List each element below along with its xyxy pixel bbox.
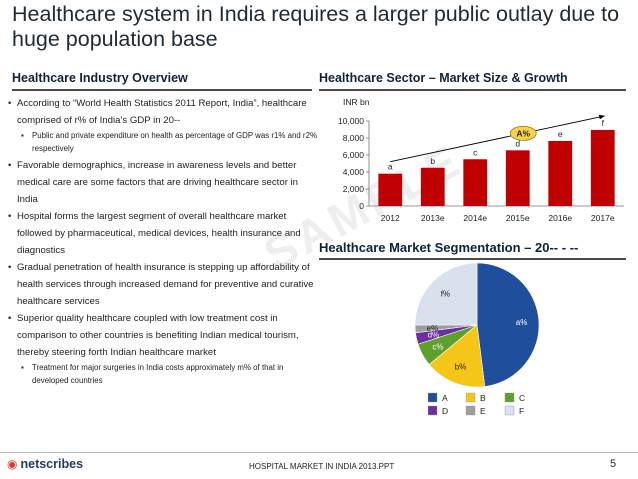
x-tick-label: 2015e [506, 213, 530, 223]
pie-slice-A [476, 262, 540, 387]
legend-label: A [442, 393, 448, 403]
sub-bullet-item: Public and private expenditure on health… [8, 130, 318, 155]
bar-data-label: f [602, 118, 605, 128]
y-axis-unit-label: INR bn [343, 97, 370, 107]
bullet-item: Gradual penetration of health insurance … [8, 259, 318, 310]
y-tick-label: 10,000 [338, 116, 364, 126]
pie-chart-heading: Healthcare Market Segmentation – 20-- - … [319, 238, 626, 260]
legend-label: E [480, 406, 486, 416]
logo-text: netscribes [20, 457, 84, 471]
x-tick-label: 2014e [463, 213, 487, 223]
legend-label: F [519, 406, 524, 416]
legend-swatch-C [504, 392, 515, 403]
growth-arrow-line [390, 115, 605, 163]
legend-swatch-B [465, 392, 476, 403]
x-tick-label: 2013e [421, 213, 445, 223]
pie-legend: A B C D E F [428, 392, 525, 416]
bar-data-label: c [473, 147, 478, 157]
y-tick-label: 4,000 [343, 167, 365, 177]
bar-data-label: e [558, 129, 563, 139]
bullet-item: Superior quality healthcare coupled with… [8, 310, 318, 361]
bullet-item: Hospital forms the largest segment of ov… [8, 208, 318, 259]
bar-2016e [548, 140, 573, 206]
market-segmentation-pie-chart: a% b% c% d%e% f% [414, 262, 540, 388]
y-tick-label: 8,000 [343, 133, 365, 143]
x-tick-label: 2012 [381, 213, 400, 223]
y-tick-label: 0 [359, 201, 364, 211]
cagr-label: A% [516, 128, 530, 138]
market-size-bar-chart: INR bn 0 2,000 4,000 6,000 8,000 10,000 a b c d e… [338, 97, 624, 223]
y-tick-label: 2,000 [343, 184, 365, 194]
slide-title: Healthcare system in India requires a la… [12, 2, 620, 51]
pie-slice-label: e% [427, 324, 439, 333]
netscribes-logo: ◉ netscribes [7, 457, 83, 471]
sub-bullet-item: Treatment for major surgeries in India c… [8, 362, 318, 387]
pie-slice-B [428, 324, 486, 388]
legend-swatch-E [465, 405, 476, 416]
x-tick-label: 2016e [548, 213, 572, 223]
legend-swatch-A [428, 392, 438, 403]
pie-slice-label: a% [516, 318, 528, 327]
legend-swatch-F [504, 405, 515, 416]
pie-slice-F [414, 262, 478, 326]
bar-2012 [378, 173, 403, 206]
pie-slice-label: f% [441, 289, 450, 298]
bar-data-label: b [430, 156, 435, 166]
bar-2014e [463, 159, 488, 206]
legend-label: C [519, 393, 525, 403]
legend-swatch-D [428, 405, 438, 416]
y-tick-label: 6,000 [343, 150, 365, 160]
bullet-item: According to “World Health Statistics 20… [8, 95, 318, 129]
pie-slice-label: b% [455, 363, 467, 372]
legend-label: B [480, 393, 486, 403]
pie-slice-label: d% [428, 331, 440, 340]
bar-data-label: d [515, 138, 520, 148]
bar-2013e [420, 167, 445, 206]
bar-chart-heading: Healthcare Sector – Market Size & Growth [319, 69, 626, 91]
bar-2015e [505, 150, 530, 206]
left-panel-heading: Healthcare Industry Overview [12, 69, 312, 91]
bullet-item: Favorable demographics, increase in awar… [8, 157, 318, 208]
cagr-badge [509, 125, 537, 141]
page-number: 5 [610, 458, 617, 470]
x-tick-label: 2017e [591, 213, 615, 223]
bar-data-label: a [388, 162, 393, 172]
overview-bullets: According to “World Health Statistics 20… [8, 95, 318, 389]
pie-slice-label: c% [432, 343, 443, 352]
footer-document-name: HOSPITAL MARKET IN INDIA 2013.PPT [249, 462, 395, 471]
legend-label: D [442, 406, 448, 416]
bar-2017e [590, 129, 615, 206]
footer-divider [0, 452, 638, 453]
logo-icon: ◉ [7, 457, 18, 471]
growth-arrow-head [598, 114, 605, 120]
